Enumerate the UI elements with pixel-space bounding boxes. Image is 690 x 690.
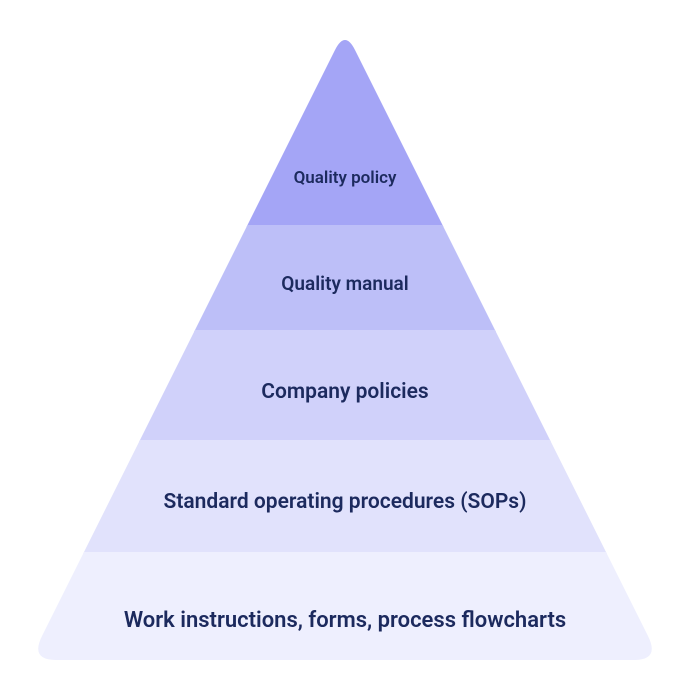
pyramid-levels-group xyxy=(0,30,690,662)
pyramid-label-4: Work instructions, forms, process flowch… xyxy=(0,608,690,633)
pyramid-level-4 xyxy=(0,552,690,662)
pyramid-label-0: Quality policy xyxy=(0,168,690,188)
pyramid-label-3: Standard operating procedures (SOPs) xyxy=(0,490,690,514)
pyramid-diagram: Quality policy Quality manual Company po… xyxy=(0,0,690,690)
pyramid-label-1: Quality manual xyxy=(0,272,690,295)
pyramid-label-2: Company policies xyxy=(0,380,690,404)
pyramid-level-0 xyxy=(0,30,690,227)
pyramid-svg xyxy=(0,0,690,690)
